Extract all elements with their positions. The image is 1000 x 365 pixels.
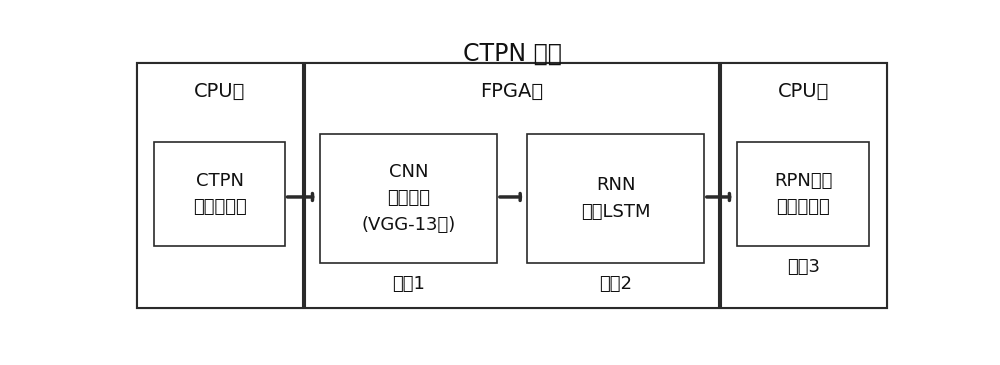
Bar: [137, 64, 303, 308]
Text: 子图3: 子图3: [787, 258, 820, 276]
Text: CNN
特征提取
(VGG-13层): CNN 特征提取 (VGG-13层): [362, 163, 456, 234]
Bar: [737, 142, 869, 246]
Text: CTPN 网络: CTPN 网络: [463, 42, 562, 66]
Bar: [137, 64, 887, 308]
Text: CPU端: CPU端: [778, 82, 830, 101]
Text: 子图2: 子图2: [599, 275, 632, 293]
Text: 子图1: 子图1: [392, 275, 425, 293]
Bar: [320, 134, 497, 263]
Text: CTPN
网络预处理: CTPN 网络预处理: [193, 172, 246, 216]
Bar: [305, 64, 719, 308]
Text: FPGA端: FPGA端: [481, 82, 544, 101]
Bar: [154, 142, 285, 246]
Text: RPN网络
网络后处理: RPN网络 网络后处理: [774, 172, 832, 216]
Bar: [721, 64, 887, 308]
Bar: [527, 134, 704, 263]
Text: RNN
双向LSTM: RNN 双向LSTM: [581, 176, 650, 220]
Text: CPU端: CPU端: [194, 82, 246, 101]
